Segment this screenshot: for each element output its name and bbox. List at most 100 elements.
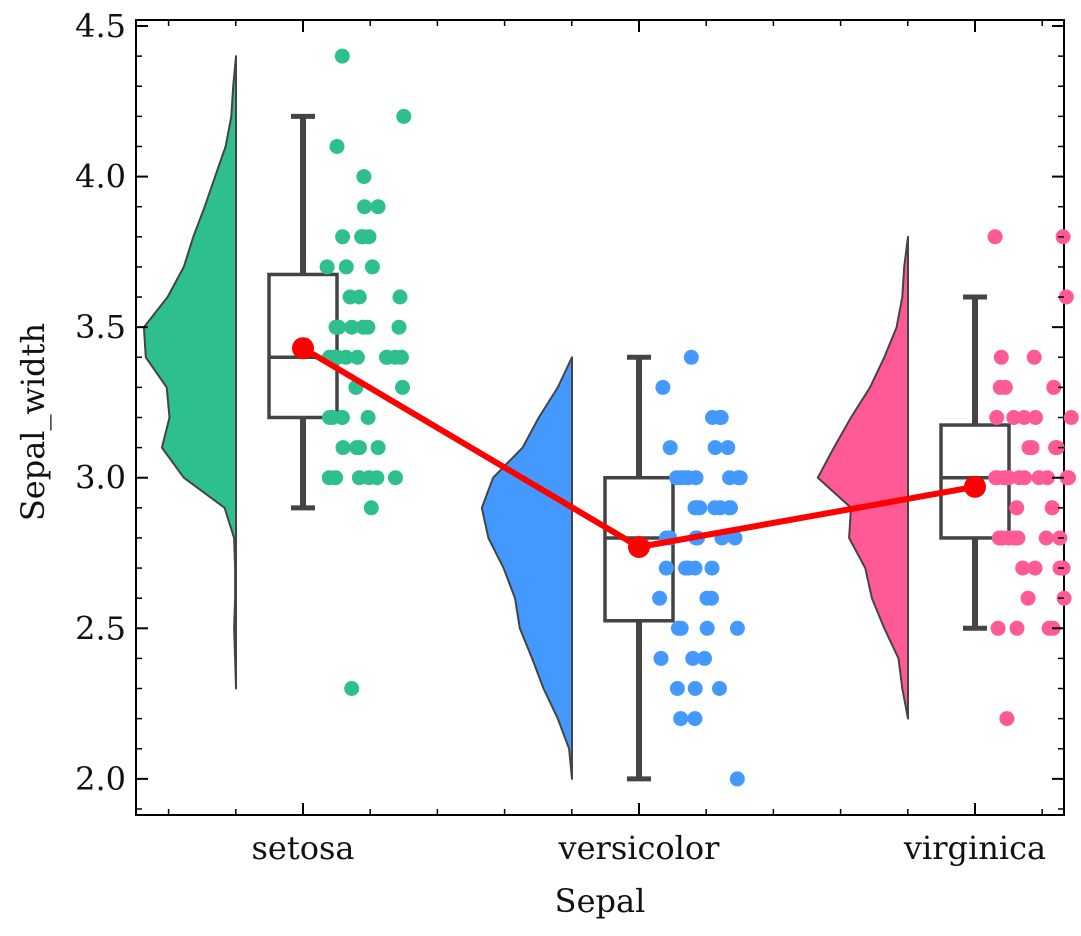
x-axis-title: Sepal <box>555 882 646 920</box>
point-versicolor <box>662 440 678 456</box>
point-versicolor <box>683 349 699 365</box>
point-setosa <box>338 259 354 275</box>
point-versicolor <box>699 620 715 636</box>
point-virginica <box>1009 620 1025 636</box>
y-tick-label: 3.0 <box>75 459 126 497</box>
point-setosa <box>364 259 380 275</box>
point-setosa <box>396 108 412 124</box>
point-setosa <box>356 169 372 185</box>
point-setosa <box>357 199 372 215</box>
point-versicolor <box>727 530 743 546</box>
y-tick-label: 2.5 <box>75 609 126 647</box>
violin-versicolor <box>480 356 573 780</box>
point-setosa <box>334 410 350 425</box>
point-virginica <box>1059 470 1075 486</box>
point-virginica <box>1046 379 1062 395</box>
point-virginica <box>1006 410 1022 425</box>
point-versicolor <box>712 681 727 696</box>
series-virginica <box>816 229 1079 727</box>
point-virginica <box>989 410 1005 425</box>
point-versicolor <box>720 440 736 456</box>
point-virginica <box>1048 440 1064 456</box>
y-axis-title: Sepal_width <box>14 323 52 521</box>
point-versicolor <box>673 620 689 636</box>
point-versicolor <box>722 470 738 486</box>
point-setosa <box>352 440 367 456</box>
point-virginica <box>994 530 1010 546</box>
point-virginica <box>1063 410 1079 425</box>
violin-virginica <box>816 235 909 720</box>
y-tick-label: 3.5 <box>75 308 126 346</box>
point-virginica <box>988 470 1004 486</box>
point-setosa <box>388 470 403 486</box>
point-setosa <box>335 229 351 245</box>
y-axis: 2.0 2.5 3.0 3.5 4.0 4.5 <box>75 7 1064 810</box>
point-versicolor <box>658 560 674 576</box>
violin-setosa <box>142 55 237 690</box>
point-versicolor <box>707 440 723 456</box>
point-virginica <box>1017 470 1032 486</box>
point-versicolor <box>687 711 703 727</box>
point-versicolor <box>687 681 703 696</box>
y-tick-label: 4.5 <box>75 7 126 45</box>
y-tick-label: 2.0 <box>75 760 126 798</box>
point-setosa <box>335 440 351 456</box>
point-virginica <box>1044 500 1060 516</box>
point-virginica <box>1015 560 1031 576</box>
y-tick-label: 4.0 <box>75 158 126 196</box>
point-versicolor <box>652 590 668 606</box>
point-virginica <box>1027 560 1043 576</box>
point-versicolor <box>669 681 685 696</box>
point-virginica <box>1041 620 1057 636</box>
point-setosa <box>360 410 376 425</box>
point-setosa <box>338 349 354 365</box>
point-setosa <box>344 681 360 696</box>
point-setosa <box>360 319 376 335</box>
point-setosa <box>349 349 365 365</box>
point-virginica <box>1026 349 1042 365</box>
point-versicolor <box>653 650 669 666</box>
point-setosa <box>393 349 409 365</box>
point-versicolor <box>729 771 745 787</box>
point-virginica <box>992 379 1008 395</box>
plot-area <box>135 19 1079 816</box>
point-setosa <box>370 199 386 215</box>
point-setosa <box>354 229 370 245</box>
mean-point-versicolor <box>628 536 650 558</box>
point-virginica <box>1028 410 1043 425</box>
point-setosa <box>378 349 394 365</box>
point-virginica <box>999 711 1015 727</box>
point-setosa <box>331 319 346 335</box>
point-virginica <box>1038 530 1054 546</box>
point-versicolor <box>681 470 696 486</box>
point-setosa <box>351 470 367 486</box>
point-setosa <box>334 48 350 64</box>
point-versicolor <box>704 560 720 576</box>
point-setosa <box>344 319 360 335</box>
point-versicolor <box>655 379 671 395</box>
x-tick-label-virginica: virginica <box>903 829 1046 867</box>
x-tick-label-versicolor: versicolor <box>558 829 721 867</box>
point-virginica <box>1039 470 1055 486</box>
point-virginica <box>987 229 1003 245</box>
point-setosa <box>322 410 337 425</box>
point-virginica <box>993 349 1009 365</box>
point-versicolor <box>688 500 704 516</box>
point-virginica <box>1056 590 1072 606</box>
point-setosa <box>342 289 358 305</box>
point-virginica <box>1058 289 1074 305</box>
point-versicolor <box>712 410 728 425</box>
point-versicolor <box>699 590 715 606</box>
point-virginica <box>1024 440 1040 456</box>
point-virginica <box>1020 590 1036 606</box>
point-virginica <box>990 620 1006 636</box>
point-versicolor <box>685 650 701 666</box>
x-axis: setosa versicolor virginica <box>167 20 1046 867</box>
point-versicolor <box>729 620 745 636</box>
point-setosa <box>392 289 408 305</box>
point-setosa <box>370 440 386 456</box>
point-setosa <box>391 319 407 335</box>
mean-point-virginica <box>964 475 986 498</box>
point-setosa <box>363 500 379 516</box>
